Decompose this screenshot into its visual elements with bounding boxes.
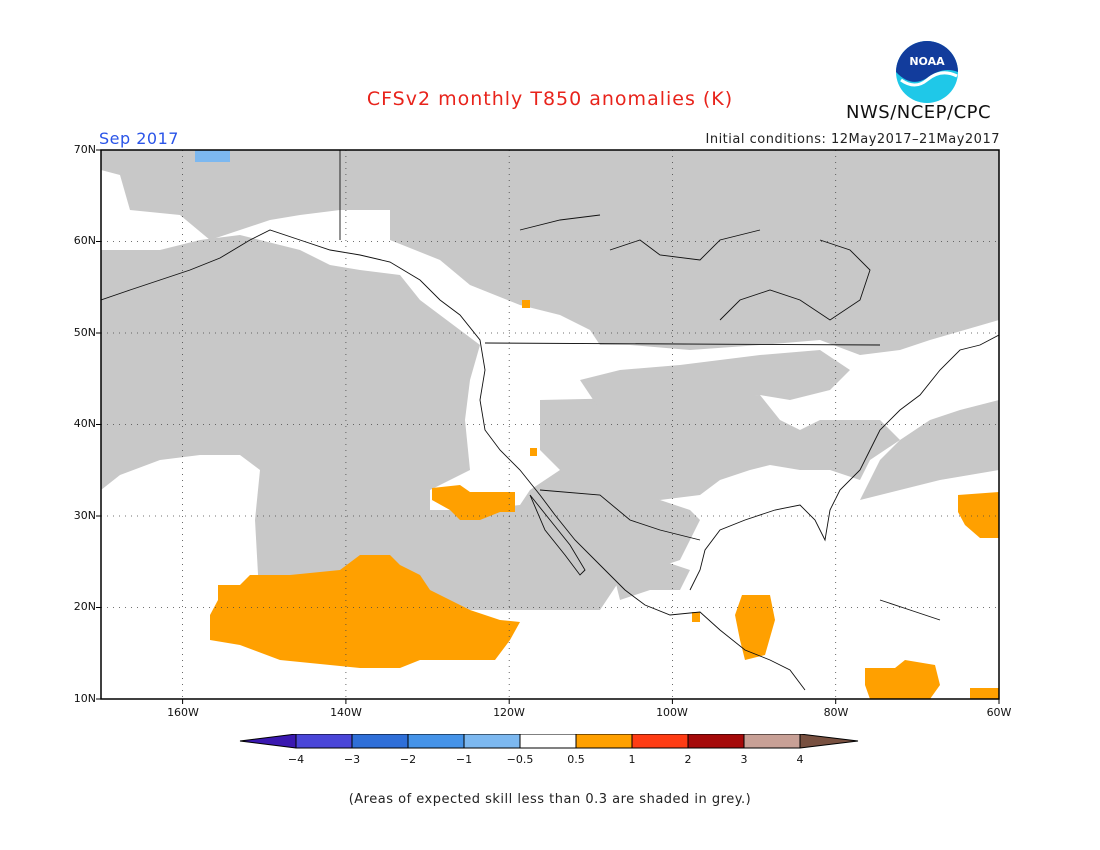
lat-label-60n: 60N bbox=[73, 234, 96, 247]
forecast-month: Sep 2017 bbox=[99, 129, 179, 148]
cold-anomaly-patch bbox=[195, 150, 230, 162]
colorbar-cell bbox=[352, 734, 408, 748]
colorbar-cell-below-min bbox=[240, 734, 296, 748]
warm-anomaly-shading bbox=[210, 300, 999, 699]
colorbar-cell bbox=[408, 734, 464, 748]
footnote: (Areas of expected skill less than 0.3 a… bbox=[348, 792, 752, 807]
map-title: CFSv2 monthly T850 anomalies (K) bbox=[366, 88, 734, 110]
colorbar-cell bbox=[632, 734, 688, 748]
lat-label-70n: 70N bbox=[73, 143, 96, 156]
lon-label-120w: 120W bbox=[493, 706, 525, 719]
logo-text: NOAA bbox=[909, 55, 945, 68]
coastlines bbox=[101, 150, 999, 691]
colorbar-cell bbox=[688, 734, 744, 748]
colorbar-label: −3 bbox=[343, 753, 361, 766]
colorbar-label: −0.5 bbox=[506, 753, 534, 766]
axis-ticks bbox=[96, 149, 1000, 704]
colorbar-label: 3 bbox=[740, 753, 748, 766]
colorbar-label: −4 bbox=[287, 753, 305, 766]
colorbar-label: 1 bbox=[628, 753, 636, 766]
colorbar-cell bbox=[464, 734, 520, 748]
lat-label-40n: 40N bbox=[73, 417, 96, 430]
low-skill-shading bbox=[101, 150, 999, 610]
noaa-logo: NOAA bbox=[896, 41, 958, 103]
colorbar-cell bbox=[576, 734, 632, 748]
lon-label-60w: 60W bbox=[986, 706, 1012, 719]
colorbar-label: −2 bbox=[399, 753, 417, 766]
lat-label-20n: 20N bbox=[73, 600, 96, 613]
colorbar-cell bbox=[520, 734, 576, 748]
initial-conditions: Initial conditions: 12May2017–21May2017 bbox=[705, 132, 1000, 147]
lon-label-100w: 100W bbox=[656, 706, 688, 719]
colorbar-label: 0.5 bbox=[567, 753, 585, 766]
lat-label-50n: 50N bbox=[73, 326, 96, 339]
lon-label-160w: 160W bbox=[167, 706, 199, 719]
colorbar-label: 4 bbox=[796, 753, 804, 766]
lon-label-80w: 80W bbox=[823, 706, 849, 719]
colorbar-cell bbox=[744, 734, 800, 748]
lat-label-30n: 30N bbox=[73, 509, 96, 522]
lon-label-140w: 140W bbox=[330, 706, 362, 719]
colorbar bbox=[239, 734, 859, 749]
colorbar-label: 2 bbox=[684, 753, 692, 766]
colorbar-label: −1 bbox=[455, 753, 473, 766]
agency-label: NWS/NCEP/CPC bbox=[846, 102, 992, 123]
colorbar-cell-above-max bbox=[800, 734, 858, 748]
lat-label-10n: 10N bbox=[73, 692, 96, 705]
colorbar-cell bbox=[296, 734, 352, 748]
